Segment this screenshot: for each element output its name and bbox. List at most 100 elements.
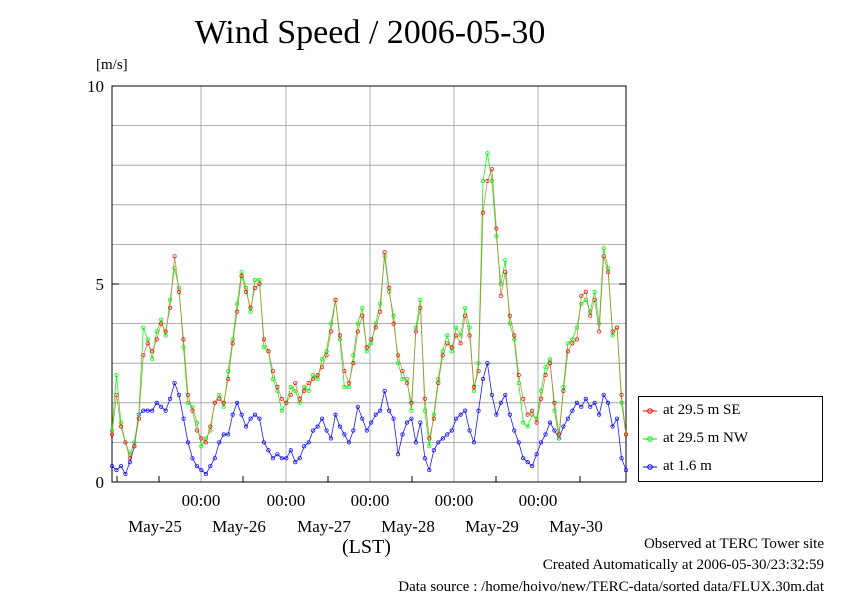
data-point (588, 309, 593, 314)
data-point (431, 448, 436, 453)
data-point (141, 325, 146, 330)
data-point (355, 329, 360, 334)
data-point (261, 345, 267, 350)
data-point (512, 428, 517, 433)
data-point (373, 325, 378, 330)
data-point (503, 392, 508, 397)
data-point (512, 333, 517, 338)
data-point (297, 396, 302, 401)
data-point (279, 408, 284, 413)
legend-item-se: at 29.5 m SE (643, 400, 741, 420)
data-point (159, 321, 164, 326)
data-point (190, 408, 195, 413)
data-point (351, 428, 356, 433)
data-point (440, 436, 445, 441)
data-point (579, 301, 584, 306)
data-point (145, 341, 150, 346)
data-point (230, 341, 235, 346)
data-point (507, 412, 512, 417)
data-point (266, 448, 271, 453)
data-point (297, 456, 302, 461)
data-point (454, 325, 459, 330)
data-point (342, 369, 347, 374)
data-point (387, 408, 392, 413)
data-point (561, 388, 566, 393)
data-point (221, 432, 226, 437)
data-point (190, 404, 195, 409)
data-point (391, 416, 396, 421)
data-point (230, 412, 235, 417)
data-point (176, 392, 182, 397)
data-point (480, 376, 486, 382)
data-point (248, 309, 253, 314)
data-point (521, 456, 526, 461)
data-point (565, 349, 570, 354)
data-point (324, 428, 329, 433)
data-point (364, 428, 369, 433)
data-point (261, 337, 267, 342)
data-point (208, 428, 213, 433)
data-point (315, 376, 320, 382)
data-point (163, 333, 168, 338)
data-point (610, 333, 615, 338)
data-point (279, 396, 284, 401)
data-point (360, 305, 365, 310)
data-point (141, 408, 146, 413)
data-point (463, 408, 468, 413)
data-point (615, 416, 620, 421)
x-tick-time-label: 00:00 (351, 491, 390, 510)
data-point (328, 329, 334, 334)
data-point (275, 452, 280, 457)
data-point (391, 313, 396, 318)
data-point (485, 151, 490, 156)
data-point (413, 440, 418, 445)
data-point (217, 392, 222, 397)
data-point (168, 297, 173, 302)
data-point (601, 246, 606, 251)
data-point (579, 293, 584, 298)
data-point (449, 428, 454, 433)
x-tick-date-label: May-28 (381, 517, 435, 536)
data-point (565, 416, 570, 421)
data-point (154, 337, 159, 342)
data-point (150, 349, 155, 354)
footer-site: Observed at TERC Tower site (643, 536, 824, 552)
data-point (409, 408, 414, 413)
data-point (127, 460, 132, 465)
data-point (288, 384, 293, 390)
data-point (235, 400, 240, 405)
data-point (592, 400, 597, 405)
legend-marker-1-6m (643, 463, 657, 470)
data-point (570, 337, 575, 342)
data-point (311, 376, 316, 382)
data-point (378, 408, 383, 413)
data-point (114, 373, 119, 378)
data-point (324, 353, 329, 358)
data-point (463, 313, 468, 318)
data-point (592, 289, 597, 294)
data-point (396, 452, 401, 457)
data-point (333, 297, 338, 302)
data-point (552, 428, 557, 433)
data-point (333, 412, 338, 417)
data-point (431, 416, 436, 421)
data-point (181, 345, 186, 350)
data-point (199, 468, 204, 473)
data-point (181, 337, 186, 342)
data-point (521, 396, 526, 401)
data-point (235, 309, 240, 314)
data-point (244, 289, 249, 294)
data-point (194, 464, 199, 469)
data-point (360, 313, 365, 318)
data-point (168, 396, 173, 401)
data-point (543, 365, 548, 370)
data-point (369, 341, 374, 346)
data-point (145, 337, 150, 342)
data-point (449, 345, 454, 350)
data-point (378, 301, 383, 306)
data-point (141, 353, 146, 358)
data-point (463, 305, 468, 310)
data-point (391, 321, 396, 326)
chart-title: Wind Speed / 2006-05-30 (194, 14, 546, 51)
data-point (346, 440, 351, 445)
